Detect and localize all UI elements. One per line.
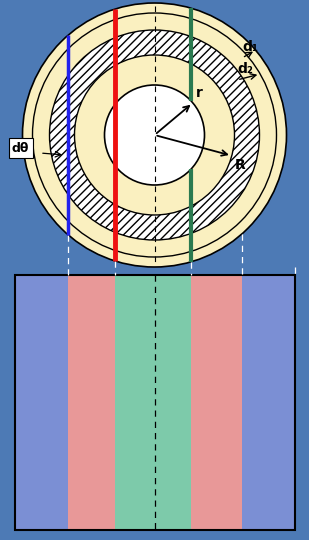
- Text: d₁: d₁: [242, 40, 258, 54]
- Circle shape: [23, 3, 286, 267]
- Text: dθ: dθ: [12, 141, 29, 154]
- Text: r: r: [196, 86, 203, 100]
- Circle shape: [49, 30, 260, 240]
- Bar: [242, 275, 295, 530]
- Bar: [15, 275, 68, 530]
- Bar: [15, 275, 295, 530]
- Circle shape: [74, 55, 235, 215]
- Circle shape: [104, 85, 205, 185]
- Bar: [115, 275, 191, 530]
- Text: R: R: [235, 158, 246, 172]
- Bar: [191, 275, 242, 530]
- Bar: [68, 275, 115, 530]
- Circle shape: [32, 13, 277, 257]
- Text: d₂: d₂: [237, 62, 253, 76]
